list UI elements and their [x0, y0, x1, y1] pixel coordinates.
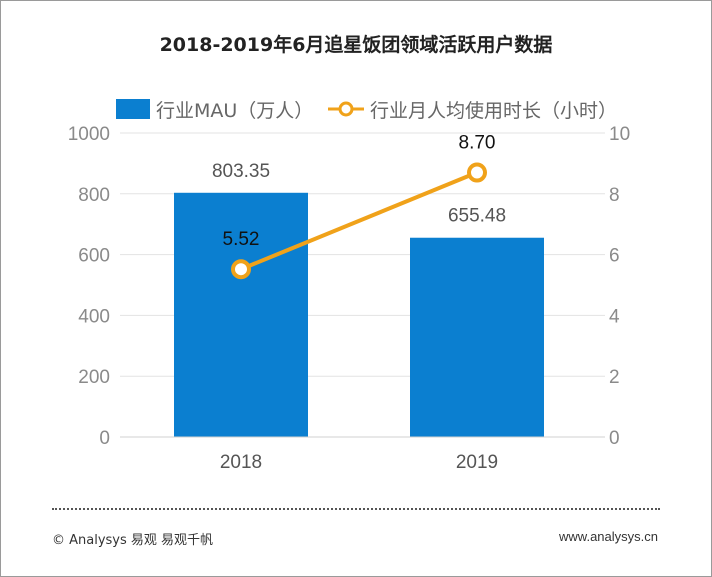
line-series: 5.52 8.70	[223, 133, 496, 280]
y-axis-right: 0 2 4 6 8 10	[609, 124, 630, 449]
y-axis-left: 0 200 400 600 800 1000	[68, 124, 110, 449]
bar-mau-2019	[410, 237, 544, 437]
legend: 行业MAU（万人） 行业月人均使用时长（小时）	[116, 99, 617, 122]
usage-point-2018	[231, 259, 251, 280]
x-tick-label: 2018	[220, 452, 262, 473]
x-axis: 2018 2019	[120, 436, 605, 473]
legend-swatch-usage-marker	[338, 101, 354, 117]
footer-copyright: © Analysys 易观 易观千帆	[52, 533, 214, 548]
y-left-tick-label: 200	[78, 367, 110, 388]
usage-point-2019	[467, 162, 487, 183]
bar-series: 803.35 655.48	[174, 161, 544, 437]
y-right-tick-label: 4	[609, 306, 620, 327]
y-right-tick-label: 10	[609, 124, 630, 145]
bar-data-label: 803.35	[212, 161, 270, 182]
y-left-tick-label: 400	[78, 306, 110, 327]
legend-label-usage: 行业月人均使用时长（小时）	[370, 100, 617, 122]
chart-title: 2018-2019年6月追星饭团领域活跃用户数据	[159, 34, 553, 56]
legend-label-mau: 行业MAU（万人）	[156, 100, 313, 122]
y-left-tick-label: 600	[78, 246, 110, 267]
footer-divider	[52, 508, 660, 510]
y-left-tick-label: 1000	[68, 124, 110, 145]
usage-line	[240, 170, 478, 272]
y-right-tick-label: 8	[609, 185, 620, 206]
x-tick-label: 2019	[456, 452, 498, 473]
y-right-tick-label: 6	[609, 246, 620, 267]
y-right-tick-label: 0	[609, 428, 620, 449]
bar-mau-2018	[174, 192, 308, 437]
bar-data-label: 655.48	[448, 206, 506, 227]
footer-website: www.analysys.cn	[559, 529, 658, 544]
y-left-tick-label: 800	[78, 185, 110, 206]
y-right-tick-label: 2	[609, 367, 620, 388]
y-left-tick-label: 0	[99, 428, 110, 449]
legend-swatch-mau	[116, 99, 150, 119]
line-data-label: 8.70	[459, 133, 496, 154]
line-data-label: 5.52	[223, 229, 260, 250]
